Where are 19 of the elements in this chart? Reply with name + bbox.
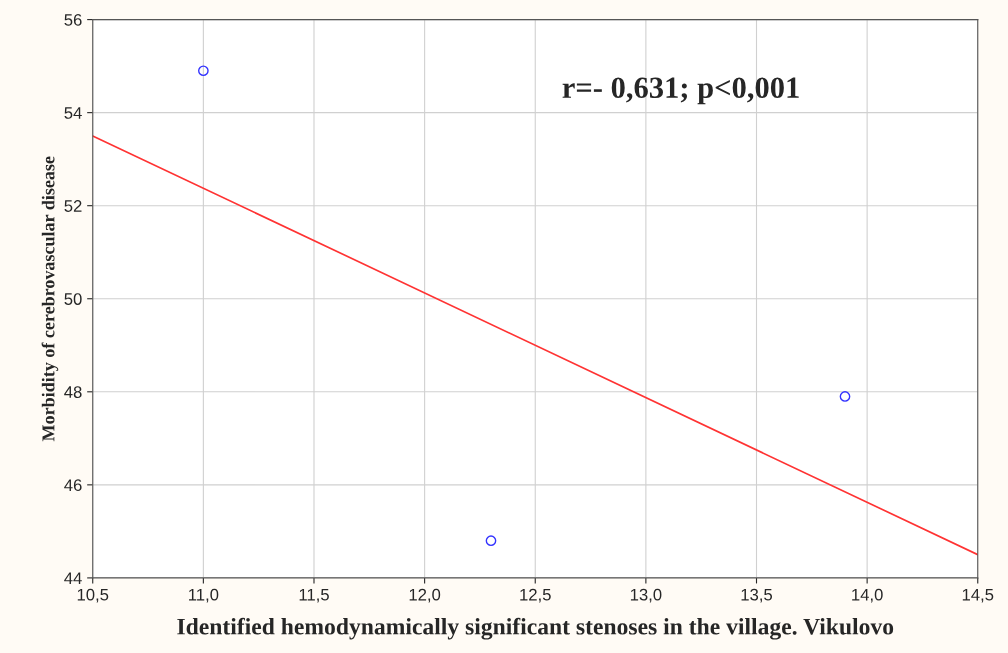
y-tick-label: 48	[64, 386, 82, 398]
x-tick-label: 12,5	[520, 588, 551, 603]
x-tick-label: 11,0	[189, 588, 219, 603]
y-tick-label: 44	[64, 572, 82, 584]
x-tick-label: 14,0	[852, 588, 883, 603]
y-tick-label: 54	[64, 107, 82, 119]
x-axis-title: Identified hemodynamically significant stenoses in the village. Vikulovo	[177, 617, 894, 640]
y-tick-label: 46	[64, 479, 82, 492]
y-axis-title: Morbidity of cerebrovascular disease	[41, 156, 59, 442]
annotation: r=- 0,631; p<0,001	[562, 77, 799, 105]
x-tick-label: 10,5	[77, 588, 109, 603]
x-tick-label: 14,5	[962, 588, 994, 603]
x-tick-label: 13,5	[741, 588, 773, 603]
x-tick-label: 11,5	[299, 588, 329, 603]
y-tick-label: 50	[64, 293, 82, 305]
x-tick-label: 12,0	[409, 588, 441, 603]
y-tick-label: 56	[64, 13, 82, 26]
x-tick-label: 13,0	[630, 588, 662, 603]
y-tick-label: 52	[64, 200, 82, 212]
